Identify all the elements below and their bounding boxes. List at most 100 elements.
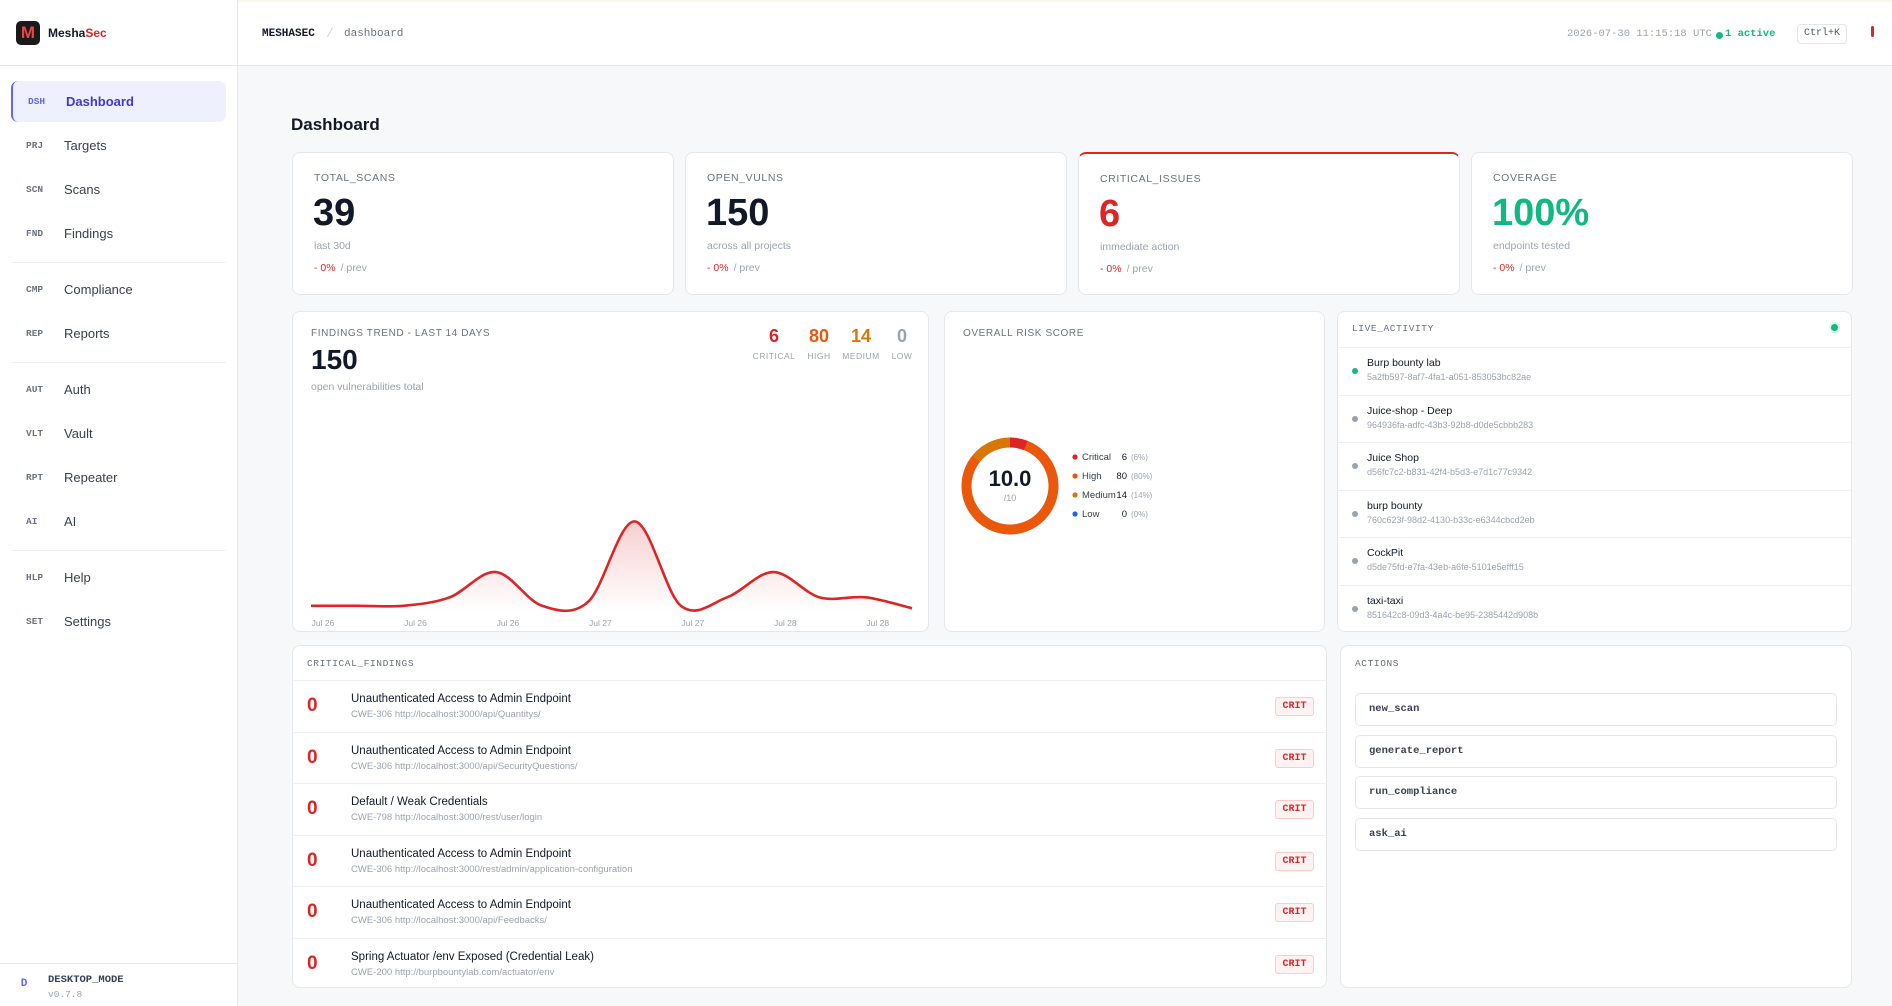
finding-score: 0: [307, 953, 318, 974]
finding-row[interactable]: 0 Unauthenticated Access to Admin Endpoin…: [293, 731, 1326, 784]
nav-code: SCN: [26, 184, 44, 195]
finding-score: 0: [307, 849, 318, 871]
live-row[interactable]: Juice Shop d56fc7c2-b831-42f4-b5d3-e7d1c7…: [1338, 442, 1851, 490]
risk-max: /10: [1004, 493, 1017, 503]
live-name: taxi-taxi: [1367, 595, 1404, 607]
donut-segment: [972, 437, 1011, 462]
legend-label: Low: [1082, 509, 1100, 520]
action-button[interactable]: new_scan: [1355, 693, 1837, 726]
stat-card: TOTAL_SCANS 39 last 30d - 0% / prev: [292, 152, 674, 295]
live-dot: [1352, 606, 1358, 612]
page-title: Dashboard: [291, 115, 380, 134]
live-indicator: [1831, 324, 1838, 331]
stat-note: endpoints tested: [1493, 240, 1571, 252]
finding-row[interactable]: 0 Unauthenticated Access to Admin Endpoin…: [293, 834, 1326, 887]
nav-item[interactable]: SET Settings: [11, 601, 226, 642]
stat-note: across all projects: [707, 240, 792, 252]
nav-item[interactable]: PRJ Targets: [11, 125, 226, 166]
risk-title: OVERALL RISK SCORE: [963, 328, 1085, 339]
legend-value: 14: [1116, 490, 1127, 501]
live-name: Juice Shop: [1367, 452, 1419, 465]
live-panel: LIVE_ACTIVITY Burp bounty lab 5a2fb597-8af…: [1337, 311, 1852, 632]
finding-cwe: CWE-306: [351, 760, 393, 772]
finding-row[interactable]: 0 Unauthenticated Access to Admin Endpoin…: [293, 680, 1326, 732]
nav-label: AI: [64, 514, 77, 529]
brand-main: Mesha: [48, 26, 86, 40]
action-button[interactable]: ask_ai: [1355, 818, 1837, 852]
count-label: LOW: [891, 351, 913, 361]
count-label: HIGH: [807, 351, 831, 361]
finding-meta: CWE-200 http://burpbountylab.com/actuato…: [351, 967, 554, 978]
live-row[interactable]: burp bounty 760c623f-98d2-4130-b33c-e6344…: [1338, 489, 1851, 538]
crumb-sep: /: [326, 26, 334, 41]
stat-prev: / prev: [1126, 263, 1153, 275]
avatar: D: [20, 978, 28, 990]
nav-item[interactable]: RPT Repeater: [11, 457, 226, 498]
legend-value: 6: [1122, 452, 1127, 463]
sidebar: M MeshaSec DSH Dashboard PRJ Targets SCN Scans F…: [0, 0, 238, 1006]
nav-item[interactable]: AI AI: [11, 501, 226, 542]
live-id: d56fc7c2-b831-42f4-b5d3-e7d1c77c9342: [1367, 467, 1533, 478]
stat-value: 6: [1099, 193, 1121, 235]
stat-card: CRITICAL_ISSUES 6 immediate action - 0% / pr…: [1078, 152, 1460, 295]
topbar: MESHASEC / dashboard 2026-07-30 11:15:18 UT…: [238, 0, 1892, 66]
live-row[interactable]: CockPit d5de75fd-e7fa-43eb-a6fe-5101e5eff…: [1338, 537, 1851, 585]
x-tick-label: Jul 28: [774, 618, 797, 628]
live-row[interactable]: Juice-shop - Deep 964936fa-adfc-43b3-92b8…: [1338, 394, 1851, 443]
finding-title: Unauthenticated Access to Admin Endpoint: [351, 899, 571, 912]
trend-panel: FINDINGS TREND - LAST 14 DAYS 150 open vul…: [292, 311, 929, 632]
nav-divider: [11, 550, 226, 551]
stat-label: COVERAGE: [1493, 172, 1558, 184]
finding-title: Default / Weak Credentials: [351, 796, 488, 809]
status: 1 active: [1725, 28, 1776, 40]
finding-row[interactable]: 0 Default / Weak Credentials CWE-798 http:…: [293, 783, 1326, 835]
stat-prev: / prev: [733, 262, 760, 274]
donut-segment: [961, 440, 1059, 535]
stat-label: CRITICAL_ISSUES: [1100, 173, 1202, 185]
nav-item[interactable]: DSH Dashboard: [11, 81, 226, 122]
finding-row[interactable]: 0 Spring Actuator /env Exposed (Credentia…: [293, 938, 1326, 987]
finding-badge: CRIT: [1275, 955, 1314, 974]
nav-item[interactable]: HLP Help: [11, 557, 226, 598]
nav-code: RPT: [26, 472, 44, 483]
nav-label: Reports: [64, 326, 110, 341]
action-button[interactable]: run_compliance: [1355, 776, 1837, 810]
nav-item[interactable]: REP Reports: [11, 313, 226, 354]
risk-score: 10.0: [989, 466, 1032, 491]
nav-label: Settings: [64, 614, 111, 629]
nav-item[interactable]: AUT Auth: [11, 369, 226, 410]
brand-name: MeshaSec: [48, 26, 107, 40]
nav-item[interactable]: VLT Vault: [11, 413, 226, 454]
nav-label: Vault: [64, 426, 93, 441]
nav-item[interactable]: FND Findings: [11, 213, 226, 254]
finding-score: 0: [307, 901, 318, 923]
shortcut[interactable]: Ctrl+K: [1797, 24, 1847, 44]
version: v0.7.8: [48, 989, 83, 1000]
trend-area: [311, 521, 912, 611]
live-dot: [1352, 415, 1358, 422]
trend-line: [310, 520, 913, 613]
nav-code: VLT: [26, 428, 44, 439]
finding-cwe: CWE-798: [351, 812, 393, 824]
nav-code: DSH: [28, 96, 46, 107]
action-button[interactable]: generate_report: [1355, 734, 1837, 768]
stat-delta-row: - 0% / prev: [1100, 263, 1153, 275]
nav-item[interactable]: CMP Compliance: [11, 269, 226, 310]
actions-title: ACTIONS: [1355, 658, 1400, 669]
finding-url: http://localhost:3000/api/Quantitys/: [394, 709, 541, 720]
donut-segment: [1009, 437, 1028, 451]
risk-donut: 10.0/10 Critical 6 (6%) High 80 (80%) Medium 14 (…: [961, 437, 1153, 535]
nav-item[interactable]: SCN Scans: [11, 169, 226, 210]
trend-total: 150: [311, 344, 358, 375]
status-dot: [1716, 32, 1723, 39]
brand-accent: Sec: [85, 26, 107, 40]
finding-row[interactable]: 0 Unauthenticated Access to Admin Endpoin…: [293, 886, 1326, 938]
stat-delta: - 0%: [707, 262, 729, 274]
live-row[interactable]: Burp bounty lab 5a2fb597-8af7-4fa1-a051-8…: [1338, 347, 1851, 395]
alert-icon[interactable]: [1871, 26, 1874, 37]
finding-meta: CWE-798 http://localhost:3000/rest/user/…: [351, 812, 542, 823]
live-name: Juice-shop - Deep: [1367, 404, 1453, 417]
live-row[interactable]: taxi-taxi 851642c8-09d3-4a4c-be95-2385442…: [1338, 585, 1851, 631]
nav-code: HLP: [26, 572, 44, 583]
